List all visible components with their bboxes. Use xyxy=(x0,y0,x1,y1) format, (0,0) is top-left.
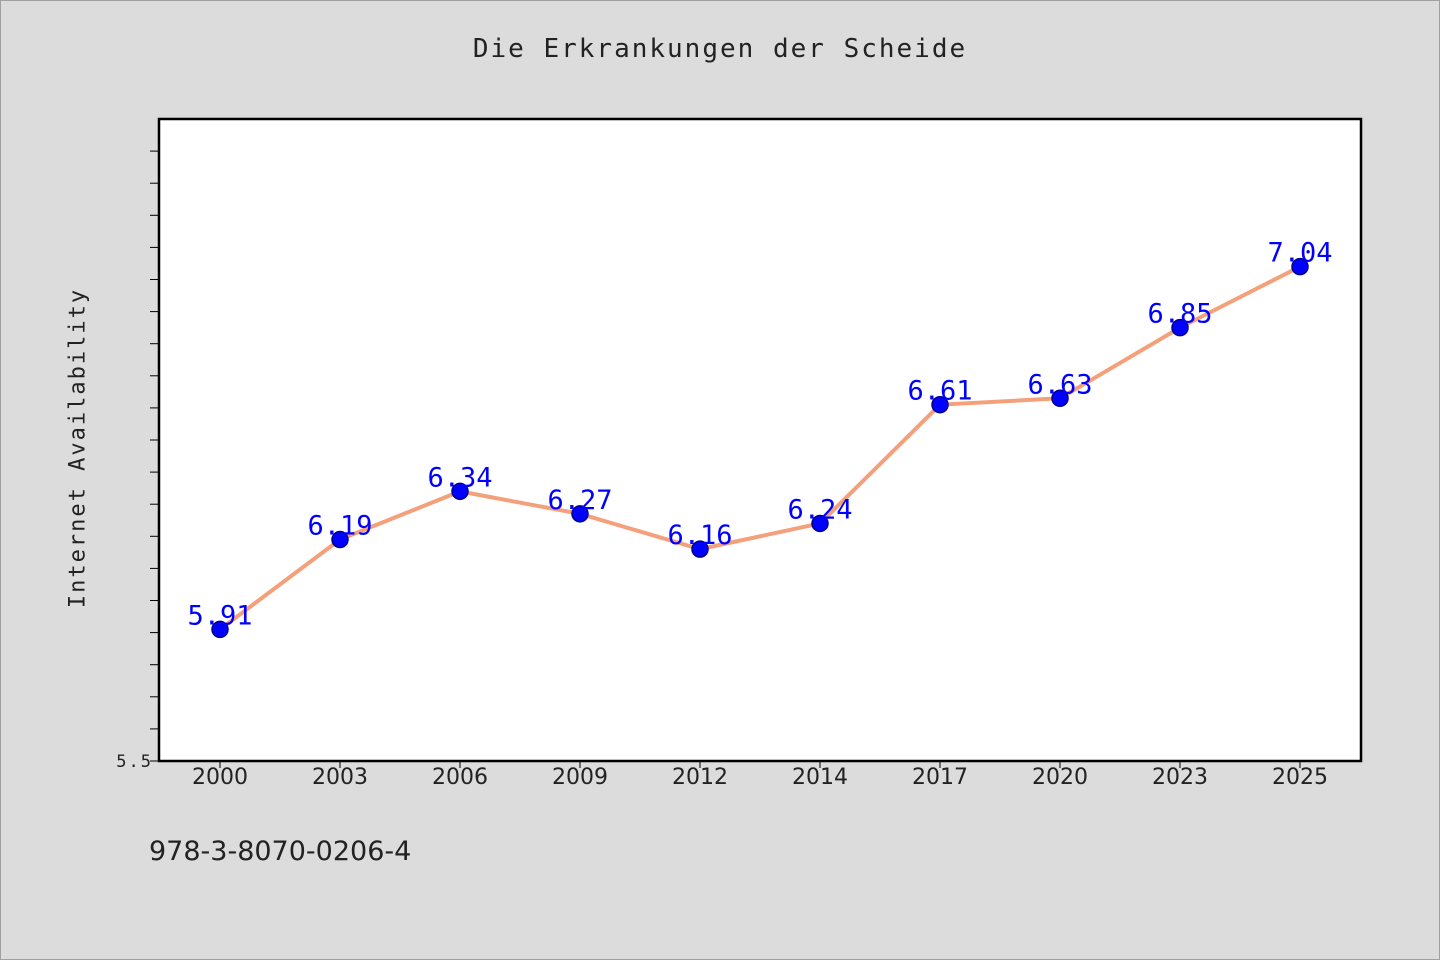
data-point xyxy=(571,505,589,523)
plot-area xyxy=(159,119,1361,761)
y-axis-label: Internet Availability xyxy=(65,287,91,609)
data-label: 7.04 xyxy=(1267,238,1332,269)
data-label: 6.24 xyxy=(787,494,852,525)
data-point xyxy=(1291,257,1309,276)
data-label: 6.19 xyxy=(307,511,372,542)
data-point xyxy=(211,620,229,639)
x-tick-label: 2012 xyxy=(672,765,728,790)
x-tick-label: 2017 xyxy=(912,765,968,790)
data-label: 6.63 xyxy=(1027,369,1092,400)
series-line xyxy=(218,264,1301,631)
data-point xyxy=(331,530,349,549)
x-tick-label: 2003 xyxy=(312,765,368,790)
y-axis-ticks xyxy=(150,150,159,762)
data-point xyxy=(691,540,709,558)
y-tick-label: 5.5 xyxy=(116,752,153,772)
x-tick-label: 2025 xyxy=(1272,765,1328,790)
chart-title: Die Erkrankungen der Scheide xyxy=(472,34,968,64)
data-label: 6.61 xyxy=(907,376,972,407)
data-point xyxy=(1171,318,1189,337)
data-point xyxy=(811,514,829,533)
data-label: 6.16 xyxy=(667,520,732,551)
data-labels: 5.91 6.19 6.34 6.27 6.16 6.24 6.61 6.63 6.85 7.04 xyxy=(187,238,1332,632)
x-tick-label: 2000 xyxy=(192,765,248,790)
data-label: 5.91 xyxy=(187,600,252,631)
x-axis-tick-labels: 2000 2003 2006 2009 2012 2014 2017 2020 2023 2025 xyxy=(192,765,1328,790)
data-point xyxy=(1051,389,1069,408)
plot-border xyxy=(157,117,1363,763)
data-label: 6.34 xyxy=(427,462,492,493)
x-tick-label: 2020 xyxy=(1032,765,1088,790)
x-tick-label: 2014 xyxy=(792,765,848,790)
data-point xyxy=(931,395,949,414)
data-label: 6.85 xyxy=(1147,299,1212,330)
x-tick-label: 2009 xyxy=(552,765,608,790)
data-label: 6.27 xyxy=(547,485,612,516)
x-tick-label: 2023 xyxy=(1152,765,1208,790)
footer-code: 978-3-8070-0206-4 xyxy=(149,836,412,867)
data-point xyxy=(451,482,469,501)
y-axis-tick-labels: 5.5 xyxy=(116,752,153,772)
series-markers xyxy=(211,257,1309,639)
x-tick-label: 2006 xyxy=(432,765,488,790)
